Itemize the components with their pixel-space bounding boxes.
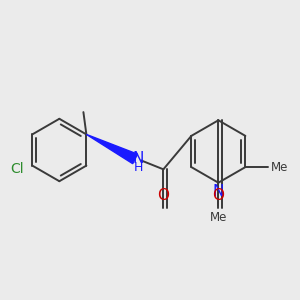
Polygon shape	[86, 134, 137, 164]
Text: O: O	[212, 188, 224, 203]
Text: Cl: Cl	[10, 162, 23, 176]
Text: Me: Me	[210, 211, 227, 224]
Text: Me: Me	[271, 160, 288, 174]
Text: O: O	[158, 188, 169, 203]
Text: H: H	[134, 161, 143, 174]
Text: N: N	[213, 184, 224, 199]
Text: N: N	[132, 151, 144, 166]
